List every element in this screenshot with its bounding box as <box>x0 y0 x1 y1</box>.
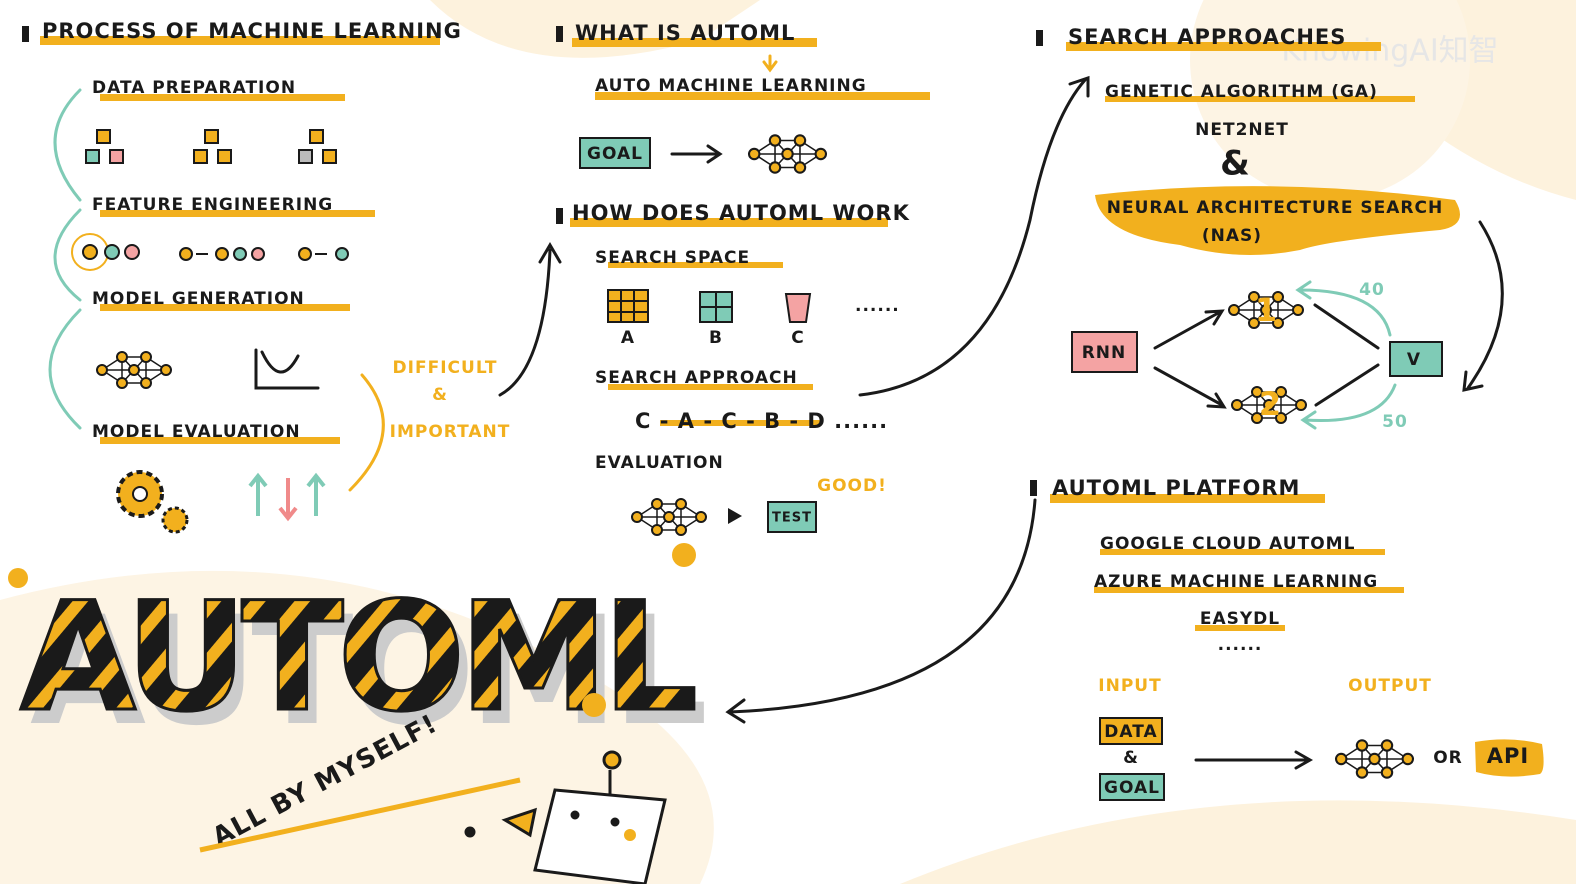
section-title: SEARCH APPROACHES <box>1068 25 1346 49</box>
platform: GOOGLE CLOUD AUTOML <box>1100 534 1355 554</box>
goal-box: GOAL <box>587 144 643 164</box>
section-title: PROCESS OF MACHINE LEARNING <box>42 19 462 43</box>
input-box: GOAL <box>1104 778 1160 798</box>
arrow <box>725 498 1037 724</box>
score: 50 <box>1382 412 1408 432</box>
svg-text:AUTOML: AUTOML <box>30 585 704 759</box>
input-box: DATA <box>1104 722 1157 742</box>
result: GOOD! <box>817 476 887 496</box>
label: OUTPUT <box>1348 676 1432 696</box>
gears <box>116 470 189 534</box>
label: INPUT <box>1098 676 1161 696</box>
step: EVALUATION <box>595 453 724 473</box>
arrow <box>858 75 1090 397</box>
hero-title: AUTOML <box>20 571 694 745</box>
nas: (NAS) <box>1202 226 1262 246</box>
item: & <box>1220 144 1250 184</box>
score: 40 <box>1359 280 1385 300</box>
section-what: WHAT IS AUTOML AUTO MACHINE LEARNING GOA… <box>556 21 930 567</box>
step: SEARCH SPACE <box>595 248 750 268</box>
or: OR <box>1433 748 1463 768</box>
section-process: PROCESS OF MACHINE LEARNING DATA PREPARA… <box>22 19 511 534</box>
platform: EASYDL <box>1200 609 1280 629</box>
section-title: WHAT IS AUTOML <box>575 21 795 45</box>
platform: AZURE MACHINE LEARNING <box>1094 572 1378 592</box>
step: MODEL GENERATION <box>92 289 305 309</box>
ellipsis: ...... <box>855 296 900 316</box>
item: GENETIC ALGORITHM (GA) <box>1105 82 1378 102</box>
step: SEARCH APPROACH <box>595 368 798 388</box>
section-search: SEARCH APPROACHES GENETIC ALGORITHM (GA)… <box>1036 25 1504 432</box>
step: MODEL EVALUATION <box>92 422 301 442</box>
option: B <box>709 328 723 348</box>
rnn-box: RNN <box>1082 343 1127 363</box>
bracket <box>348 373 385 492</box>
item: NET2NET <box>1195 120 1289 140</box>
section-title: AUTOML PLATFORM <box>1052 476 1300 500</box>
section-platform: AUTOML PLATFORM GOOGLE CLOUD AUTOML AZUR… <box>1030 476 1544 801</box>
loss-curve <box>254 348 320 390</box>
platform: ...... <box>1218 635 1263 655</box>
flow-arrows <box>48 88 82 430</box>
note: DIFFICULT <box>393 358 498 378</box>
option: C <box>791 328 804 348</box>
feature-icons <box>71 233 349 271</box>
sequence: C - A - C - B - D ...... <box>635 409 888 433</box>
step: DATA PREPARATION <box>92 78 296 98</box>
check: V <box>1407 350 1421 370</box>
option: A <box>621 328 635 348</box>
section-title: HOW DOES AUTOML WORK <box>572 201 910 225</box>
note: & <box>432 385 448 405</box>
model-id: 1 <box>1255 291 1277 329</box>
note: IMPORTANT <box>390 422 511 442</box>
test-box: TEST <box>772 511 812 526</box>
arrow <box>498 242 562 397</box>
step: FEATURE ENGINEERING <box>92 195 333 215</box>
data-icons <box>85 129 337 164</box>
robot <box>464 750 667 884</box>
model-id: 2 <box>1259 385 1281 423</box>
input-amp: & <box>1123 748 1139 768</box>
nas: NEURAL ARCHITECTURE SEARCH <box>1107 198 1443 218</box>
api: API <box>1487 744 1529 768</box>
hero: AUTOML AUTOML ALL BY MYSELF! <box>8 568 710 884</box>
expansion: AUTO MACHINE LEARNING <box>595 76 867 96</box>
